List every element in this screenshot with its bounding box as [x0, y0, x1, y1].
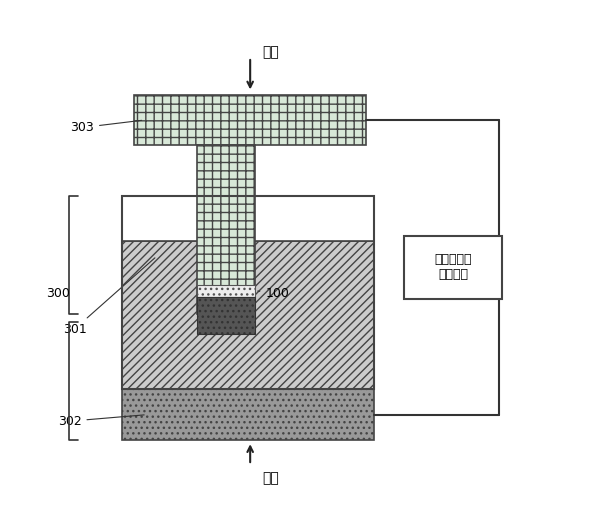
Text: 302: 302 [58, 415, 144, 428]
Text: 加圧: 加圧 [263, 45, 280, 59]
Bar [197, 145, 255, 314]
Bar [122, 196, 374, 241]
Bar [404, 236, 502, 299]
Text: 100: 100 [258, 287, 289, 300]
Bar [122, 390, 374, 440]
Text: ボテンショ
スタット: ボテンショ スタット [434, 253, 472, 281]
Bar [134, 95, 366, 145]
Text: 300: 300 [46, 287, 70, 300]
Bar [122, 196, 374, 390]
Text: 加圧: 加圧 [263, 472, 280, 485]
Text: 301: 301 [63, 258, 155, 335]
Bar [122, 241, 374, 390]
Text: 303: 303 [70, 120, 142, 134]
Bar [197, 285, 255, 297]
Bar [197, 297, 255, 334]
